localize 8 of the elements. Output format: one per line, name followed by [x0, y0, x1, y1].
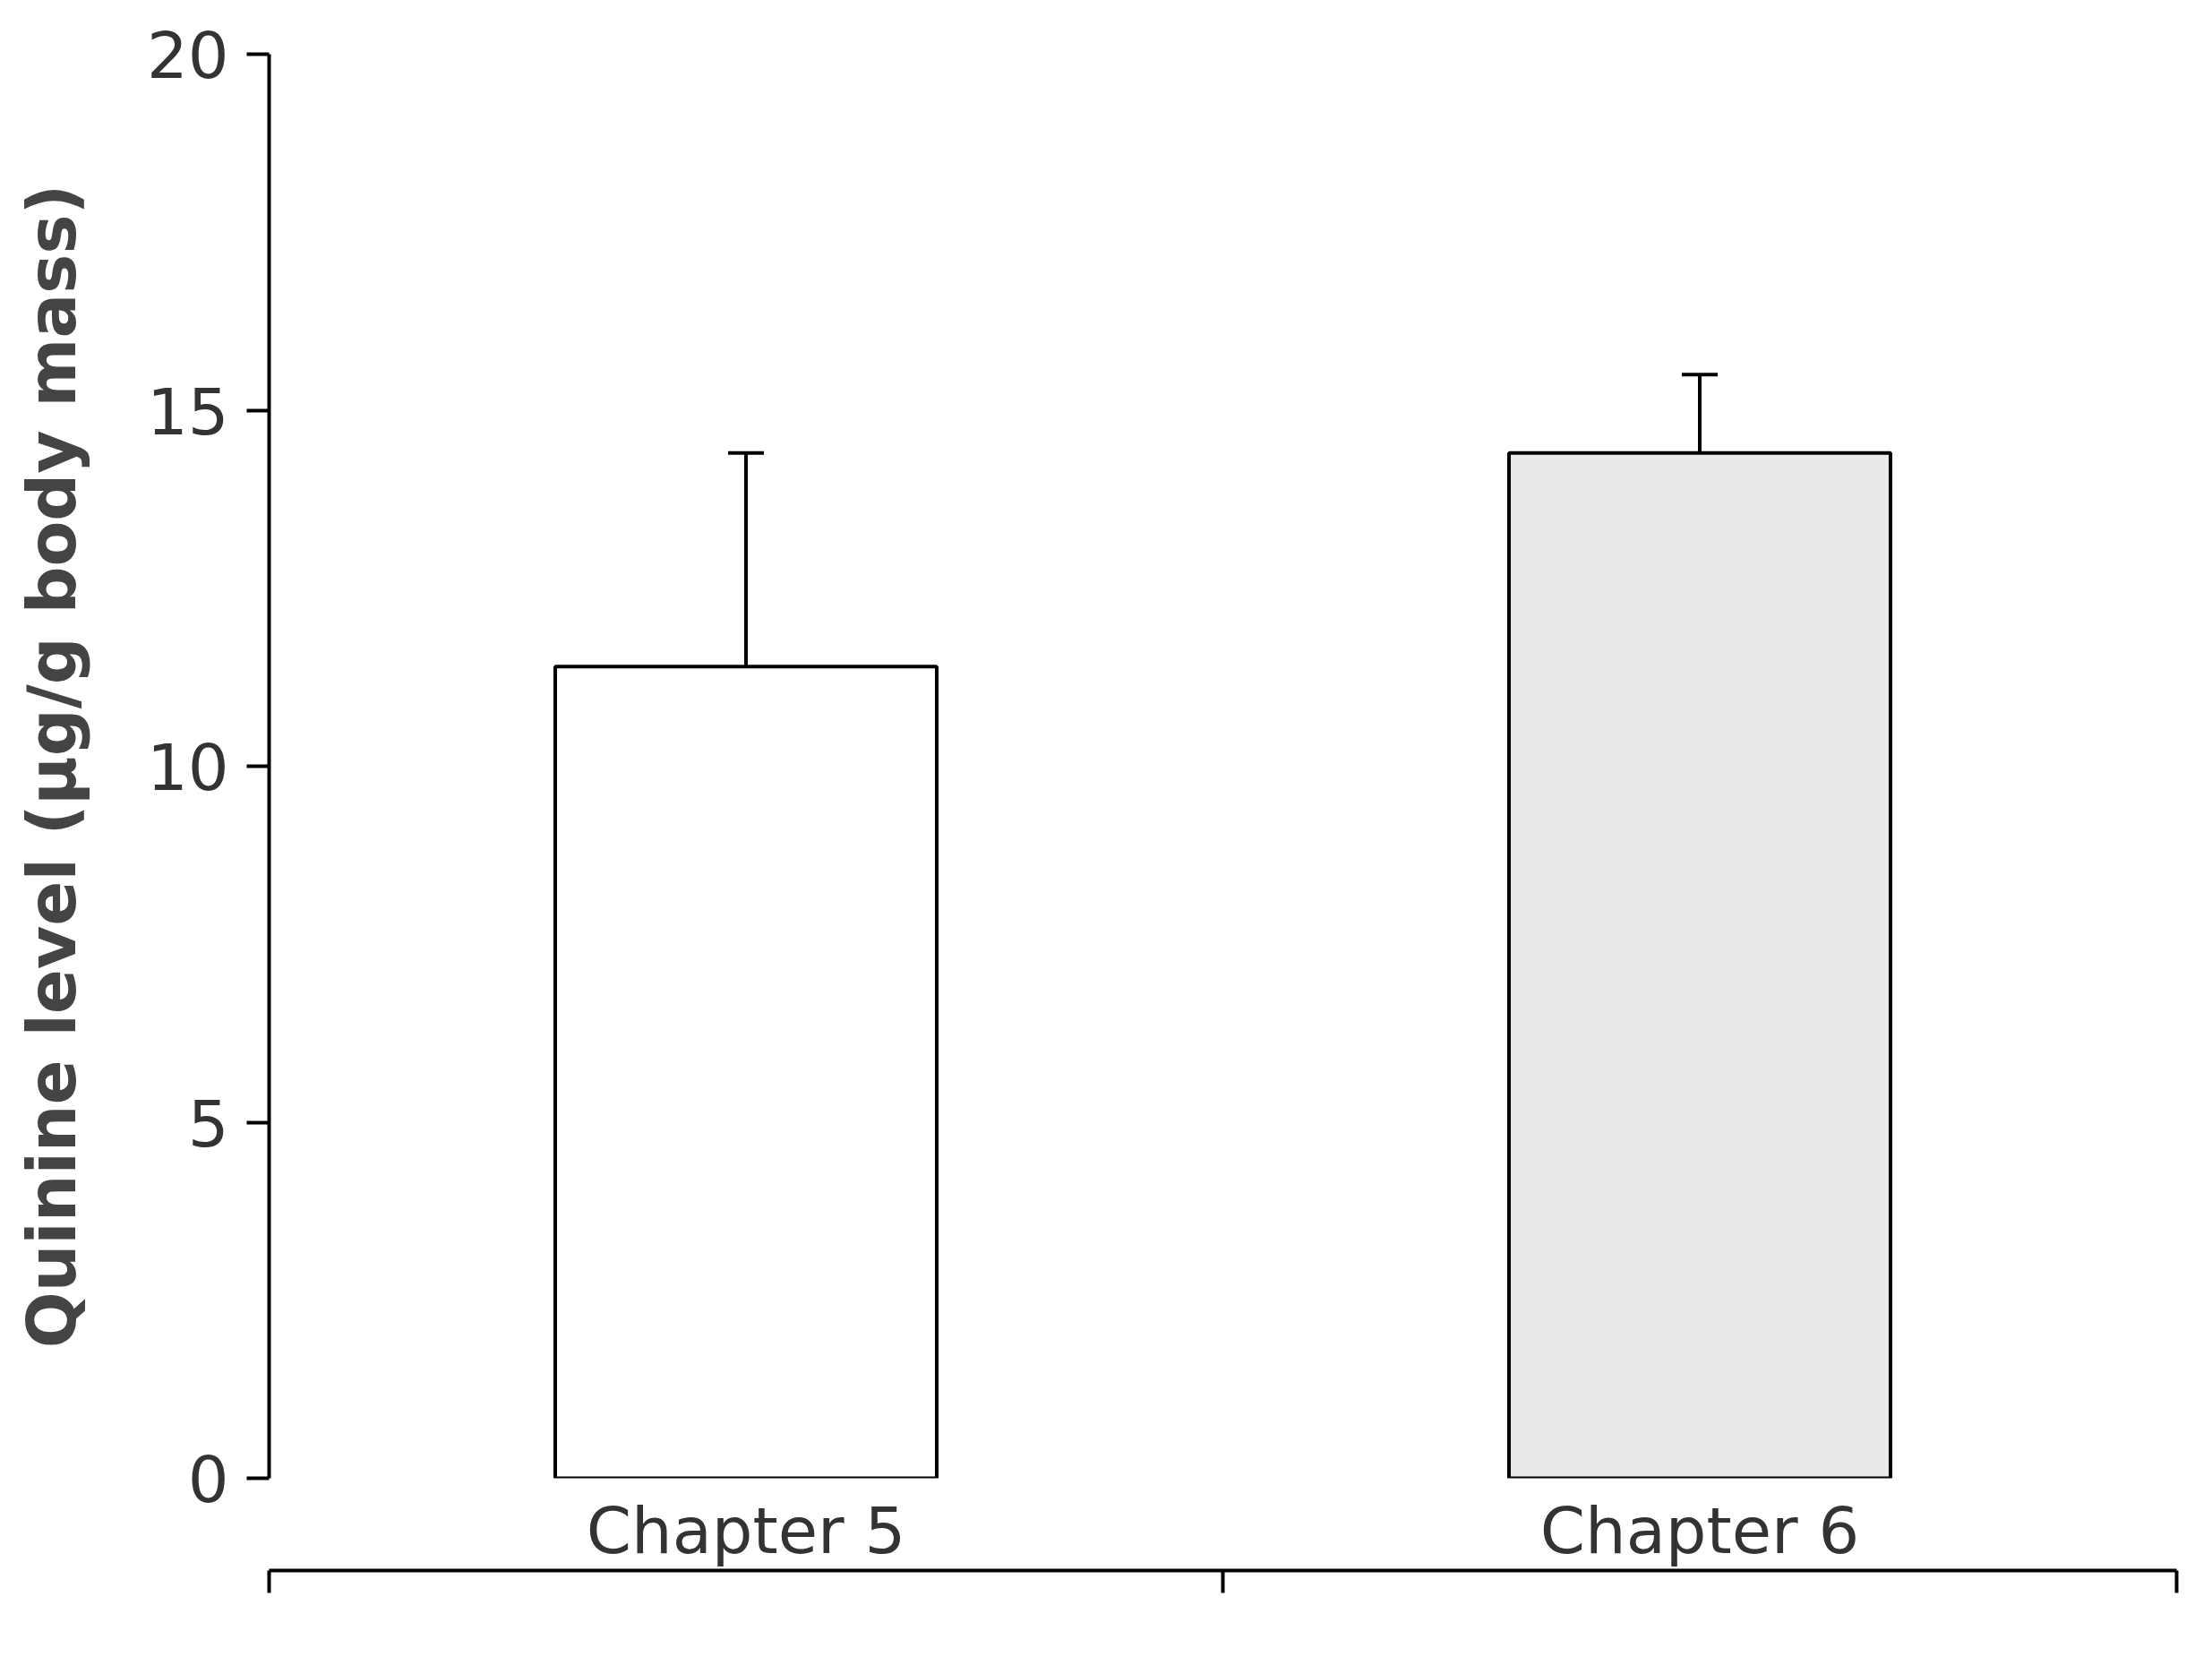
y-tick-label: 10	[146, 730, 229, 805]
x-tick-label: Chapter 6	[1539, 1492, 1860, 1568]
y-tick-label: 15	[146, 373, 229, 450]
y-tick-label: 5	[187, 1086, 229, 1162]
y-axis-title: Quinine level (μg/g body mass)	[13, 184, 90, 1349]
y-tick-label: 0	[187, 1442, 229, 1517]
x-tick-label: Chapter 5	[586, 1492, 906, 1568]
y-tick-label: 20	[146, 18, 229, 93]
